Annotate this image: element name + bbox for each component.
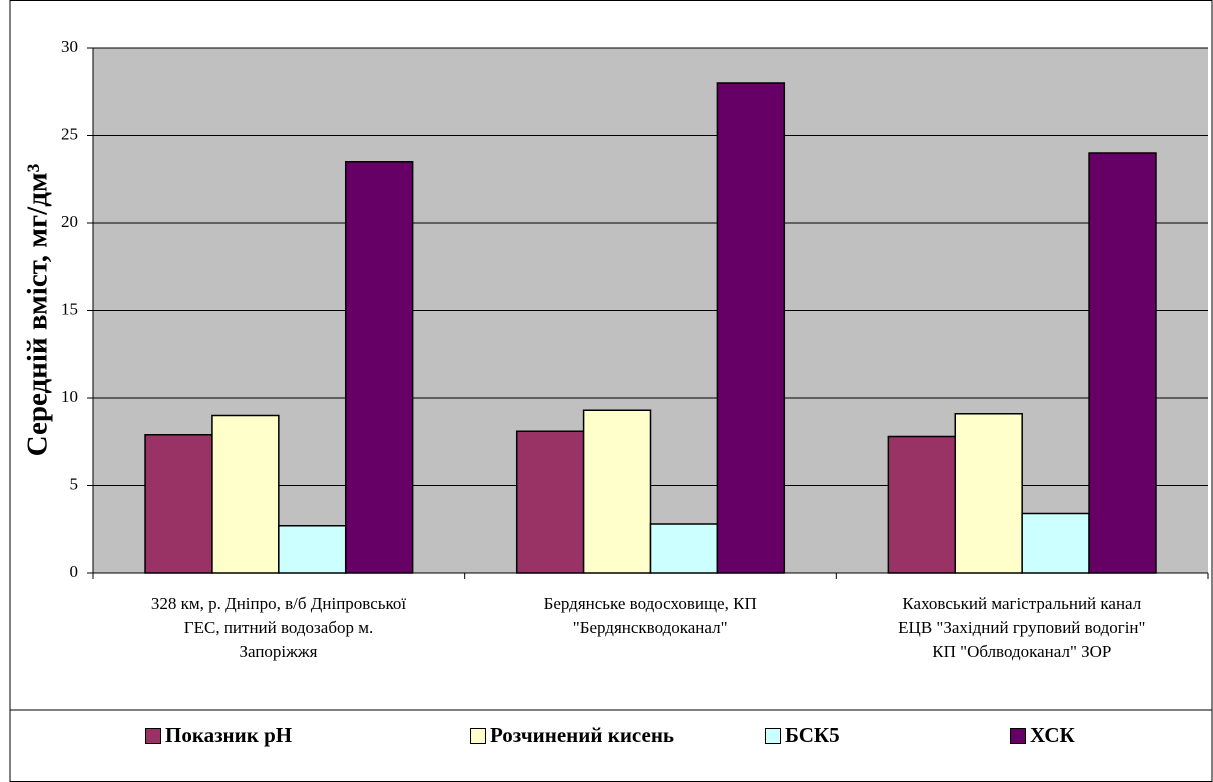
y-tick-label: 20 xyxy=(61,212,78,231)
legend-label: Показник рН xyxy=(165,723,293,747)
y-tick-label: 5 xyxy=(70,474,79,493)
bar xyxy=(344,161,414,574)
y-tick-label: 0 xyxy=(70,562,79,581)
x-tick-label: Каховський магістральний канал ЕЦВ "Захі… xyxy=(898,594,1146,661)
bar xyxy=(515,430,585,574)
y-tick-label: 25 xyxy=(61,124,78,143)
bar xyxy=(144,434,213,574)
bar xyxy=(1021,512,1090,574)
y-tick-label: 15 xyxy=(61,299,78,318)
legend-item: БСК5 xyxy=(765,722,995,748)
bar xyxy=(582,409,652,574)
x-tick-label: Бердянське водосховище, КП "Бердянскводо… xyxy=(543,594,757,637)
legend-swatch xyxy=(470,728,486,744)
legend-swatch xyxy=(145,728,161,744)
y-axis-label: Середній вміст, мг/дм³ xyxy=(22,163,54,456)
legend-item: Розчинений кисень xyxy=(470,722,700,748)
legend-label: Розчинений кисень xyxy=(490,723,675,747)
bar xyxy=(278,525,347,574)
bar xyxy=(1088,152,1157,574)
legend-label: ХСК xyxy=(1030,723,1075,747)
bar xyxy=(211,414,280,574)
legend-swatch xyxy=(1010,728,1026,744)
legend-item: ХСК xyxy=(1010,722,1213,748)
bar xyxy=(887,435,957,574)
x-tick-label: 328 км, р. Дніпро, в/б Дніпровської ГЕС,… xyxy=(150,594,407,661)
legend-item: Показник рН xyxy=(145,722,375,748)
y-tick-label: 10 xyxy=(61,387,78,406)
bar xyxy=(716,82,786,574)
legend-label: БСК5 xyxy=(785,723,840,747)
y-tick-label: 30 xyxy=(61,37,78,56)
bar xyxy=(649,523,719,574)
legend-swatch xyxy=(765,728,781,744)
bar xyxy=(954,413,1023,574)
